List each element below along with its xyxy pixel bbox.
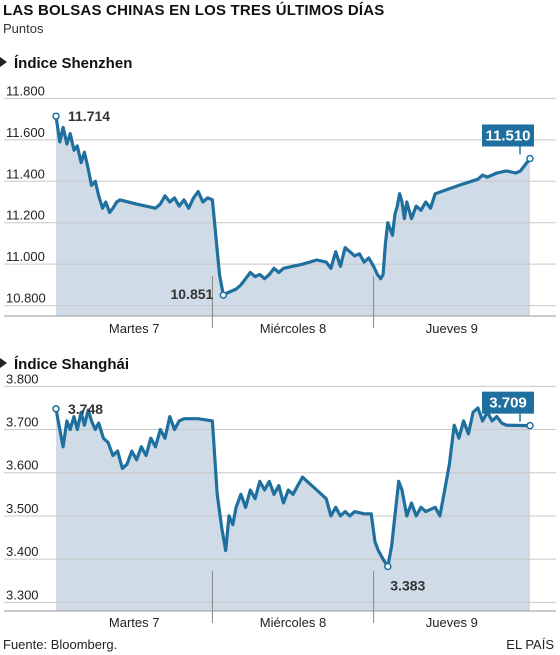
value-label: 10.851	[170, 286, 213, 302]
x-category-label: Martes 7	[109, 321, 160, 336]
annotation-point	[219, 291, 228, 299]
annotation-point	[384, 562, 392, 571]
y-tick-label: 11.200	[6, 208, 45, 223]
x-category-label: Martes 7	[109, 615, 160, 630]
value-label: 3.383	[390, 577, 425, 593]
annotation-point	[52, 112, 60, 120]
chart-title: LAS BOLSAS CHINAS EN LOS TRES ÚLTIMOS DÍ…	[3, 2, 385, 19]
x-category-label: Jueves 9	[426, 321, 478, 336]
y-tick-label: 11.600	[6, 125, 45, 140]
y-tick-label: 3.600	[6, 458, 39, 473]
value-label: 11.714	[68, 108, 110, 124]
y-tick-label: 3.400	[6, 544, 39, 559]
y-tick-label: 11.000	[6, 249, 45, 264]
x-category-label: Miércoles 8	[260, 321, 326, 336]
annotation-point	[526, 421, 534, 430]
value-label-box	[482, 124, 534, 147]
series-line	[54, 406, 532, 569]
panel-title-label: Índice Shenzhen	[14, 55, 133, 72]
series-line	[54, 114, 532, 297]
triangle-marker-icon	[0, 57, 7, 67]
y-tick-label: 3.800	[6, 371, 39, 386]
value-label: 3.709	[489, 395, 527, 412]
y-tick-label: 11.400	[6, 166, 45, 181]
annotation-point	[52, 405, 60, 413]
x-category-label: Miércoles 8	[260, 615, 326, 630]
triangle-marker-icon	[0, 358, 7, 368]
value-label: 11.510	[485, 127, 530, 144]
x-category-label: Jueves 9	[426, 615, 478, 630]
value-label: 3.748	[68, 401, 103, 417]
y-tick-label: 10.800	[6, 291, 46, 306]
area-fill	[56, 407, 530, 611]
y-tick-label: 3.300	[6, 587, 39, 602]
panel-title-label: Índice Shanghái	[14, 356, 130, 373]
value-label-box	[482, 391, 534, 414]
chart-subtitle: Puntos	[3, 21, 44, 36]
panel-title-shenzhen: Índice Shenzhen	[0, 55, 132, 72]
y-tick-label: 3.500	[6, 501, 39, 516]
y-tick-label: 3.700	[6, 415, 39, 430]
y-tick-label: 11.800	[6, 83, 45, 98]
panel-title-shanghai: Índice Shanghái	[0, 356, 129, 373]
source-note: Fuente: Bloomberg.	[3, 637, 118, 652]
publisher-credit: EL PAÍS	[506, 637, 554, 652]
area-fill	[56, 116, 530, 316]
annotation-point	[526, 154, 534, 163]
